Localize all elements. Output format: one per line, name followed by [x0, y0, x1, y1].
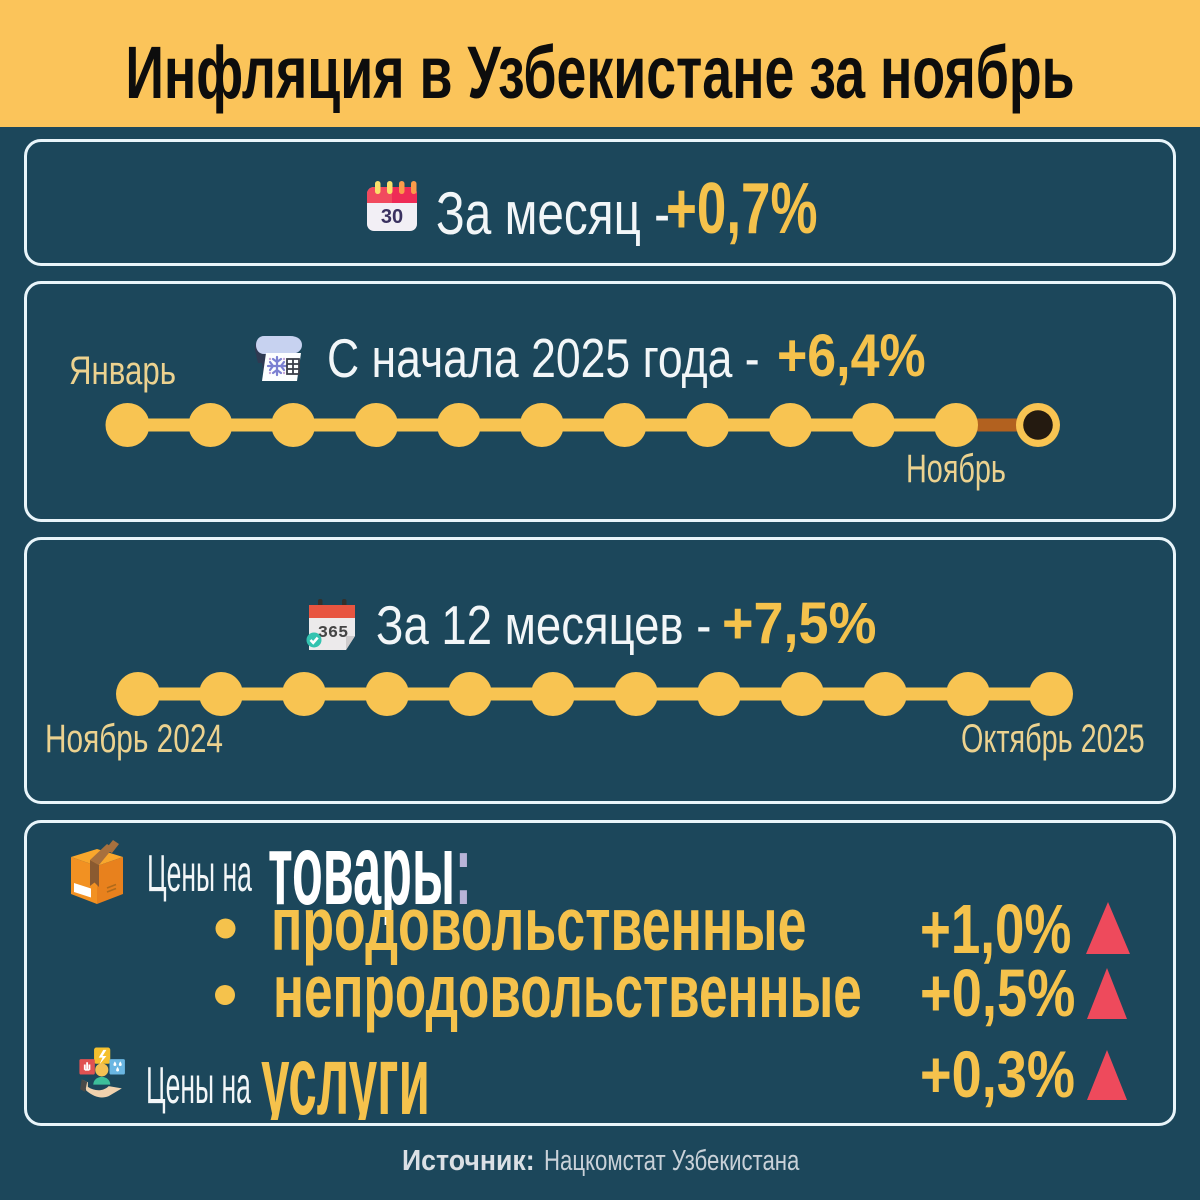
svg-text:365: 365 [318, 624, 349, 643]
svg-text:30: 30 [381, 206, 403, 228]
